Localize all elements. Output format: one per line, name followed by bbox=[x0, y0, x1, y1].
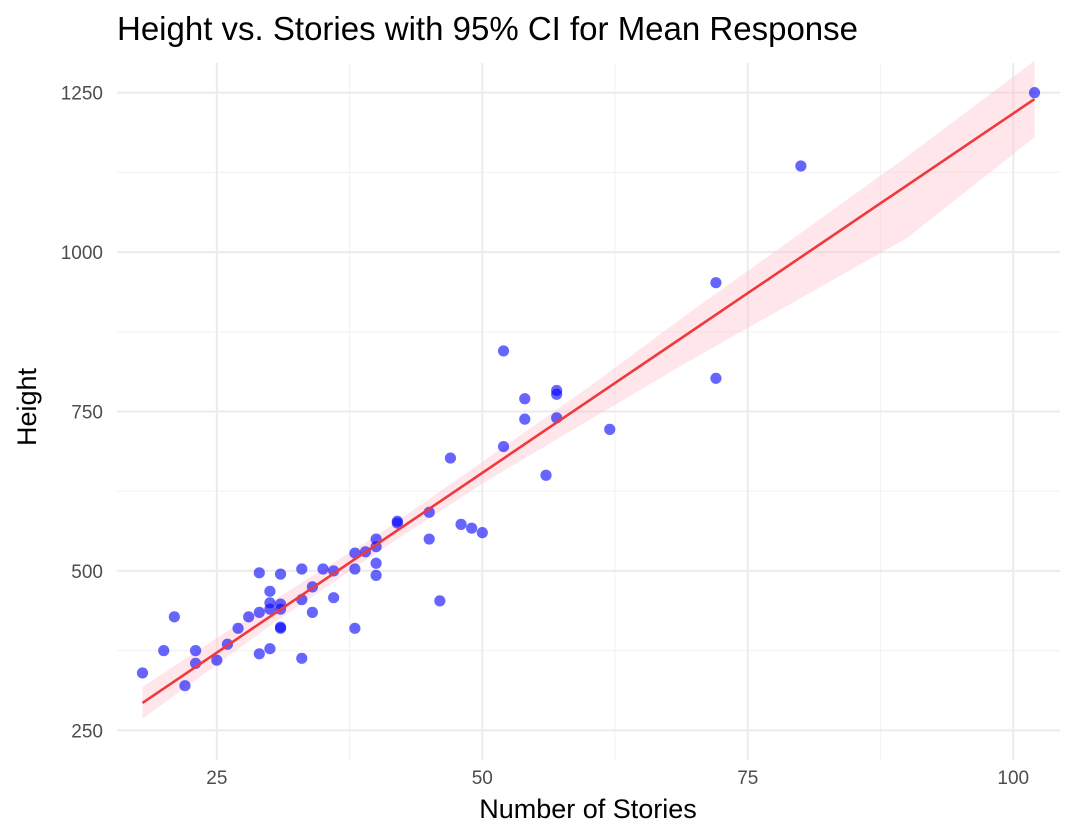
data-point bbox=[211, 654, 223, 666]
y-tick-label: 500 bbox=[71, 562, 103, 583]
data-point bbox=[466, 522, 478, 534]
y-tick-label: 750 bbox=[71, 403, 103, 424]
data-point bbox=[540, 469, 552, 481]
data-point bbox=[274, 621, 287, 633]
data-point bbox=[253, 567, 265, 579]
data-point bbox=[604, 423, 616, 435]
data-point bbox=[232, 622, 244, 634]
data-point bbox=[264, 585, 276, 597]
grid bbox=[117, 63, 1060, 760]
fit-line bbox=[141, 97, 1036, 705]
data-point bbox=[328, 565, 340, 577]
x-tick-label: 100 bbox=[997, 768, 1029, 789]
data-point bbox=[444, 452, 457, 464]
y-tick-label: 1250 bbox=[61, 84, 103, 105]
data-point bbox=[519, 413, 531, 425]
data-point bbox=[423, 533, 435, 545]
y-axis-ticks: 250 500 750 1000 1250 bbox=[61, 84, 103, 743]
data-point bbox=[497, 345, 510, 357]
x-axis-ticks: 25 50 75 100 bbox=[206, 768, 1029, 789]
data-point bbox=[434, 595, 446, 607]
data-point bbox=[264, 597, 276, 609]
data-point bbox=[349, 622, 361, 634]
data-point bbox=[136, 667, 149, 679]
x-tick-label: 25 bbox=[206, 768, 227, 789]
data-point bbox=[158, 645, 170, 657]
data-point bbox=[328, 592, 340, 604]
y-tick-label: 1000 bbox=[61, 243, 103, 264]
x-tick-label: 75 bbox=[737, 768, 758, 789]
data-point bbox=[476, 527, 488, 539]
data-point bbox=[519, 393, 531, 405]
data-point bbox=[317, 563, 329, 575]
x-axis-title: Number of Stories bbox=[479, 794, 697, 824]
data-point bbox=[497, 440, 510, 453]
data-point bbox=[274, 568, 287, 580]
data-point bbox=[168, 611, 180, 623]
y-axis-title: Height bbox=[12, 367, 42, 446]
data-point bbox=[189, 645, 202, 657]
chart-title: Height vs. Stories with 95% CI for Mean … bbox=[117, 10, 858, 47]
points-layer bbox=[136, 87, 1041, 692]
data-point bbox=[1028, 87, 1041, 99]
data-point bbox=[349, 563, 361, 575]
data-point bbox=[296, 652, 308, 664]
x-tick-label: 50 bbox=[472, 768, 493, 789]
fit-line-layer bbox=[141, 97, 1036, 705]
data-point bbox=[306, 606, 318, 618]
data-point bbox=[253, 648, 265, 660]
data-point bbox=[795, 160, 807, 172]
data-point bbox=[551, 384, 563, 397]
data-point bbox=[253, 606, 265, 618]
y-tick-label: 250 bbox=[71, 721, 103, 742]
data-point bbox=[391, 515, 403, 527]
data-point bbox=[370, 569, 382, 581]
data-point bbox=[179, 680, 191, 692]
data-point bbox=[370, 557, 382, 569]
data-point bbox=[710, 372, 722, 384]
data-point bbox=[243, 611, 255, 623]
data-point bbox=[710, 277, 722, 289]
data-point bbox=[296, 563, 308, 575]
data-point bbox=[264, 643, 276, 655]
data-point bbox=[455, 518, 467, 530]
